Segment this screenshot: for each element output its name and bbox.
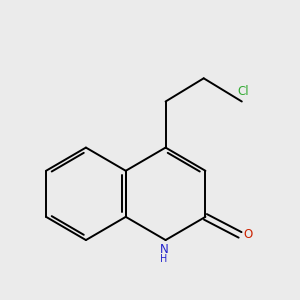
Text: Cl: Cl — [238, 85, 249, 98]
Text: O: O — [243, 228, 252, 242]
Text: H: H — [160, 254, 167, 264]
Text: N: N — [160, 243, 168, 256]
